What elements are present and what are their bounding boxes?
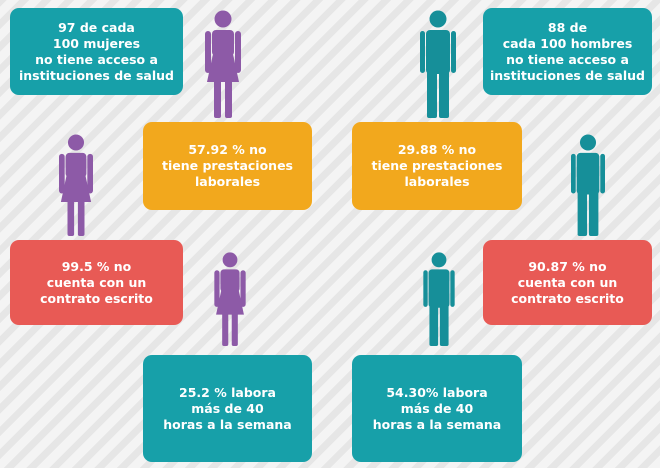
text: 29.88 % no — [397, 142, 477, 157]
woman-icon — [212, 252, 248, 346]
box: 29.88 % no tiene prestaciones laborales — [352, 122, 522, 210]
box: 88 de cada 100 hombres no tiene acceso a… — [483, 8, 652, 95]
woman-icon — [205, 10, 241, 118]
text: 57.92 % no — [188, 142, 267, 157]
woman-icon — [58, 134, 94, 236]
text: 25.2 % labora — [179, 384, 276, 400]
text: más de 40 — [400, 400, 474, 416]
text: más de 40 — [191, 400, 264, 416]
text: 100 mujeres — [52, 35, 141, 51]
text: 99.5 % no — [61, 258, 132, 274]
text: 90.87 % no — [528, 258, 607, 274]
text: 54.30% labora — [386, 384, 488, 400]
box: 97 de cada 100 mujeres no tiene acceso a… — [10, 8, 183, 95]
text: cuenta con un — [517, 274, 618, 290]
text: no tiene acceso a — [35, 51, 158, 67]
text: contrato escrito — [40, 290, 153, 306]
text: 88 de — [547, 19, 588, 35]
text: instituciones de salud — [19, 67, 174, 83]
man-icon — [421, 252, 457, 346]
text: laborales — [194, 174, 261, 189]
man-icon — [420, 10, 456, 118]
text: instituciones de salud — [490, 67, 645, 83]
text: cada 100 hombres — [502, 35, 633, 51]
text: laborales — [404, 174, 470, 189]
box: 90.87 % no cuenta con un contrato escrit… — [483, 240, 652, 325]
box: 99.5 % no cuenta con un contrato escrito — [10, 240, 183, 325]
text: 97 de cada — [58, 19, 135, 35]
man-icon — [570, 134, 606, 236]
text: horas a la semana — [163, 416, 292, 432]
box: 54.30% labora más de 40 horas a la seman… — [352, 355, 522, 462]
box: 25.2 % labora más de 40 horas a la seman… — [143, 355, 312, 462]
text: tiene prestaciones — [161, 158, 293, 173]
box: 57.92 % no tiene prestaciones laborales — [143, 122, 312, 210]
text: horas a la semana — [372, 416, 502, 432]
text: tiene prestaciones — [371, 158, 503, 173]
text: no tiene acceso a — [506, 51, 629, 67]
text: cuenta con un — [46, 274, 147, 290]
text: contrato escrito — [511, 290, 624, 306]
